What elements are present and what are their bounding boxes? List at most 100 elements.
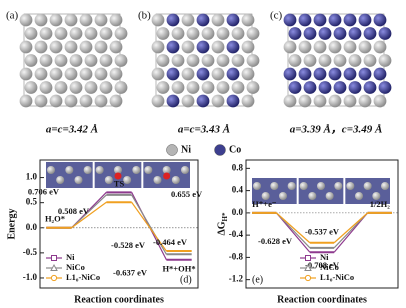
ni-atom <box>299 41 312 54</box>
ni-atom <box>25 54 38 67</box>
legend-atom <box>167 145 178 156</box>
y-tick-label: 1.0 <box>26 172 38 182</box>
co-atom <box>289 81 302 94</box>
ni-atom <box>152 68 165 81</box>
y-tick-label: 0.0 <box>26 222 38 232</box>
marker <box>305 275 310 280</box>
ni-atom <box>242 14 255 27</box>
legend-label: Ni <box>66 252 75 262</box>
ni-atom <box>314 41 327 54</box>
ni-atom <box>95 14 108 27</box>
co-atom <box>319 81 332 94</box>
ni-atom <box>212 41 225 54</box>
ni-atom <box>319 54 332 67</box>
y-tick-label: -0.8 <box>229 251 244 261</box>
ni-atom <box>232 81 245 94</box>
inset-atom <box>326 192 334 200</box>
ni-atom <box>70 54 83 67</box>
ni-atom <box>20 68 33 81</box>
inset-atom <box>123 176 131 184</box>
ni-atom <box>349 54 362 67</box>
ni-atom <box>25 27 38 40</box>
inset-image <box>299 178 344 204</box>
co-atom <box>374 68 387 81</box>
y-axis-label: ΔGH* <box>216 212 228 236</box>
ni-atom <box>329 41 342 54</box>
value-label: -0.537 eV <box>305 227 340 237</box>
ni-atom <box>40 27 53 40</box>
co-atom <box>329 68 342 81</box>
ni-atom <box>50 68 63 81</box>
legend-label: L1₀-NiCo <box>320 272 354 282</box>
ni-atom <box>217 81 230 94</box>
panel-tag: (b) <box>138 10 151 22</box>
co-atom <box>227 41 240 54</box>
legend-label: NiCo <box>66 262 85 272</box>
ni-atom <box>50 14 63 27</box>
state-label: H*+OH* <box>162 264 195 274</box>
ni-atom <box>80 68 93 81</box>
co-atom <box>197 68 210 81</box>
ni-atom <box>202 54 215 67</box>
ni-atom <box>374 95 387 108</box>
ni-atom <box>85 54 98 67</box>
co-atom <box>374 14 387 27</box>
inset-atom <box>105 176 113 184</box>
co-atom <box>197 14 210 27</box>
state-label: TS <box>114 178 125 188</box>
y-tick-label: -0.5 <box>23 247 38 257</box>
inset-atom <box>253 182 261 190</box>
inset-atom <box>144 166 152 174</box>
ni-atom <box>35 41 48 54</box>
value-label: 0.655 eV <box>171 189 203 199</box>
ni-atom <box>40 54 53 67</box>
inset-atom <box>181 166 189 174</box>
ni-atom <box>364 54 377 67</box>
ni-atom <box>110 68 123 81</box>
ni-atom <box>284 41 297 54</box>
inset-atom <box>334 182 342 190</box>
ni-atom <box>70 81 83 94</box>
ni-atom <box>344 95 357 108</box>
inset-atom <box>300 182 308 190</box>
connector <box>334 213 367 243</box>
inset-atom <box>47 166 55 174</box>
ni-atom <box>314 95 327 108</box>
ni-atom <box>212 14 225 27</box>
ni-atom <box>212 68 225 81</box>
ni-atom <box>152 14 165 27</box>
ni-atom <box>182 95 195 108</box>
ni-atom <box>304 54 317 67</box>
co-atom <box>314 68 327 81</box>
co-atom <box>289 27 302 40</box>
ni-atom <box>242 95 255 108</box>
co-atom <box>227 68 240 81</box>
ni-atom <box>55 81 68 94</box>
ni-atom <box>110 41 123 54</box>
ni-atom <box>187 27 200 40</box>
co-atom <box>379 27 392 40</box>
ni-atom <box>55 27 68 40</box>
inset-atom <box>270 182 278 190</box>
ni-atom <box>359 95 372 108</box>
co-atom <box>299 14 312 27</box>
panel-tag: (d) <box>180 274 192 285</box>
lattice-caption: a=c=3.43 Å <box>178 124 230 136</box>
ni-atom <box>35 95 48 108</box>
ni-atom <box>157 54 170 67</box>
ni-atom <box>55 54 68 67</box>
x-axis-label: Reaction coordinates <box>74 294 164 305</box>
co-atom <box>167 41 180 54</box>
y-tick-label: 0.4 <box>232 185 244 195</box>
ni-atom <box>115 81 128 94</box>
inset-atom <box>154 176 162 184</box>
ni-atom <box>65 41 78 54</box>
ni-atom <box>20 14 33 27</box>
ni-atom <box>115 54 128 67</box>
co-atom <box>227 95 240 108</box>
ni-atom <box>379 54 392 67</box>
x-axis-label: Reaction coordinates <box>277 294 367 305</box>
y-axis-label: Energy <box>6 208 17 239</box>
ni-atom <box>20 95 33 108</box>
figure: (a)a=c=3.42 Å(b)a=c=3.43 Å(c)a=3.39 Å，c=… <box>0 0 406 308</box>
